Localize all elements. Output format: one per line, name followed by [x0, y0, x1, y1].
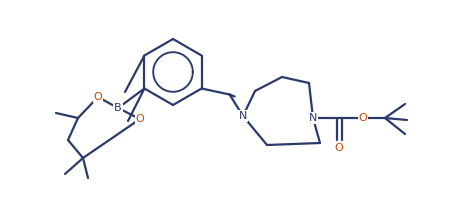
Text: O: O	[94, 92, 102, 102]
Text: O: O	[359, 113, 367, 123]
Text: O: O	[335, 143, 343, 153]
Text: B: B	[114, 103, 122, 113]
Text: N: N	[239, 111, 247, 121]
Text: O: O	[136, 114, 144, 124]
Text: N: N	[309, 113, 317, 123]
